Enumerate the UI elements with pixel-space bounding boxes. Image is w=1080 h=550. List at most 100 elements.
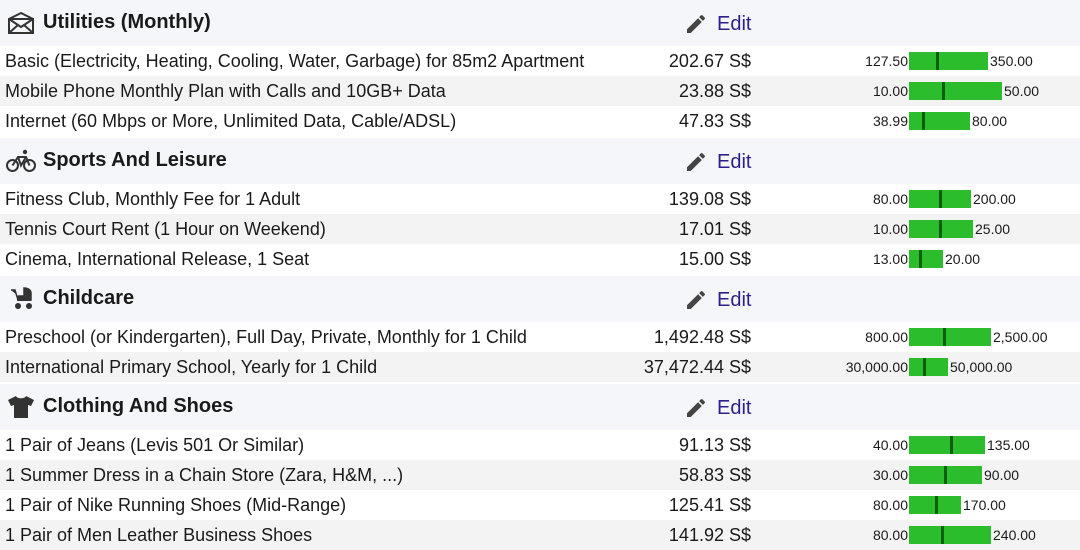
item-name: 1 Pair of Nike Running Shoes (Mid-Range)	[5, 495, 347, 515]
range-high: 135.00	[987, 437, 1030, 453]
item-price: 1,492.48 S$	[653, 327, 751, 347]
range-low: 13.00	[872, 251, 908, 267]
item-name: Cinema, International Release, 1 Seat	[5, 249, 310, 269]
range-high: 2,500.00	[993, 329, 1048, 345]
edit-link[interactable]: Edit	[684, 286, 751, 314]
pencil-icon	[687, 14, 706, 34]
range-low: 80.00	[872, 191, 908, 207]
item-price: 15.00 S$	[678, 249, 751, 269]
range-bar	[909, 328, 991, 346]
category-header-clothing: Clothing And Shoes Edit	[0, 384, 1080, 430]
price-range: 30,000.00 50,000.00	[0, 352, 1080, 382]
table-row: 1 Summer Dress in a Chain Store (Zara, H…	[0, 460, 1080, 490]
range-high: 50,000.00	[950, 359, 1013, 375]
range-high: 50.00	[1004, 83, 1040, 99]
item-price: 141.92 S$	[668, 525, 751, 545]
item-price: 23.88 S$	[678, 81, 751, 101]
range-bar	[909, 220, 973, 238]
item-price: 125.41 S$	[668, 495, 751, 515]
range-bar	[909, 250, 943, 268]
item-name: Preschool (or Kindergarten), Full Day, P…	[5, 327, 527, 347]
category-items: Preschool (or Kindergarten), Full Day, P…	[0, 322, 1080, 382]
range-bar	[909, 112, 970, 130]
table-row: Tennis Court Rent (1 Hour on Weekend) 17.…	[0, 214, 1080, 244]
item-price: 47.83 S$	[678, 111, 751, 131]
table-row: Internet (60 Mbps or More, Unlimited Dat…	[0, 106, 1080, 136]
table-row: Cinema, International Release, 1 Seat 15.…	[0, 244, 1080, 274]
item-price: 91.13 S$	[678, 435, 751, 455]
price-range: 10.00 50.00	[0, 76, 1080, 106]
range-marker	[939, 220, 942, 238]
category-title: Utilities (Monthly)	[43, 11, 211, 33]
price-range: 38.99 80.00	[0, 106, 1080, 136]
price-range: 80.00 240.00	[0, 520, 1080, 550]
category-header-sports: Sports And Leisure Edit	[0, 138, 1080, 184]
bicycle-icon	[6, 148, 36, 174]
item-name: 1 Pair of Jeans (Levis 501 Or Similar)	[5, 435, 305, 455]
item-name: 1 Summer Dress in a Chain Store (Zara, H…	[5, 465, 404, 485]
range-high: 240.00	[993, 527, 1036, 543]
category-header-childcare: Childcare Edit	[0, 276, 1080, 322]
envelope-icon	[6, 10, 36, 36]
range-bar	[909, 436, 985, 454]
price-range: 30.00 90.00	[0, 460, 1080, 490]
table-row: 1 Pair of Men Leather Business Shoes 141.…	[0, 520, 1080, 550]
range-high: 170.00	[963, 497, 1006, 513]
category-items: 1 Pair of Jeans (Levis 501 Or Similar) 91…	[0, 430, 1080, 550]
range-low: 38.99	[872, 113, 908, 129]
edit-link[interactable]: Edit	[684, 10, 751, 38]
edit-label: Edit	[717, 288, 752, 311]
item-name: Fitness Club, Monthly Fee for 1 Adult	[5, 189, 301, 209]
range-low: 80.00	[872, 497, 908, 513]
edit-link[interactable]: Edit	[684, 148, 751, 176]
pencil-icon	[687, 398, 706, 417]
edit-label: Edit	[717, 150, 752, 173]
range-high: 25.00	[975, 221, 1011, 237]
range-marker	[939, 190, 942, 208]
range-bar	[909, 526, 991, 544]
range-marker	[936, 52, 939, 70]
stroller-icon	[6, 286, 36, 312]
range-high: 350.00	[990, 53, 1033, 69]
edit-label: Edit	[717, 396, 752, 419]
range-marker	[950, 436, 953, 454]
table-row: 1 Pair of Jeans (Levis 501 Or Similar) 91…	[0, 430, 1080, 460]
price-range: 800.00 2,500.00	[0, 322, 1080, 352]
range-low: 40.00	[872, 437, 908, 453]
category-items: Basic (Electricity, Heating, Cooling, Wa…	[0, 46, 1080, 136]
range-marker	[923, 358, 926, 376]
category-title: Childcare	[43, 287, 135, 309]
range-low: 10.00	[872, 83, 908, 99]
item-price: 17.01 S$	[678, 219, 751, 239]
category-header-utilities: Utilities (Monthly) Edit	[0, 0, 1080, 46]
range-low: 127.50	[865, 53, 908, 69]
pencil-icon	[687, 152, 706, 171]
range-marker	[919, 250, 922, 268]
range-marker	[944, 466, 947, 484]
edit-label: Edit	[717, 12, 752, 35]
range-marker	[943, 328, 946, 346]
range-marker	[941, 526, 944, 544]
range-bar	[909, 466, 982, 484]
item-name: International Primary School, Yearly for…	[5, 357, 378, 377]
item-name: Mobile Phone Monthly Plan with Calls and…	[5, 81, 446, 101]
range-low: 30.00	[872, 467, 908, 483]
category-title: Sports And Leisure	[43, 149, 227, 171]
edit-link[interactable]: Edit	[684, 394, 751, 422]
table-row: Fitness Club, Monthly Fee for 1 Adult 139…	[0, 184, 1080, 214]
price-range: 80.00 170.00	[0, 490, 1080, 520]
category-items: Fitness Club, Monthly Fee for 1 Adult 139…	[0, 184, 1080, 274]
range-low: 10.00	[872, 221, 908, 237]
item-name: Tennis Court Rent (1 Hour on Weekend)	[5, 219, 326, 239]
price-range: 13.00 20.00	[0, 244, 1080, 274]
price-range: 40.00 135.00	[0, 430, 1080, 460]
table-row: Preschool (or Kindergarten), Full Day, P…	[0, 322, 1080, 352]
price-range: 127.50 350.00	[0, 46, 1080, 76]
range-bar	[909, 190, 971, 208]
range-low: 800.00	[865, 329, 908, 345]
range-high: 80.00	[972, 113, 1008, 129]
range-low: 30,000.00	[845, 359, 908, 375]
table-row: 1 Pair of Nike Running Shoes (Mid-Range)…	[0, 490, 1080, 520]
range-low: 80.00	[872, 527, 908, 543]
item-name: Internet (60 Mbps or More, Unlimited Dat…	[5, 111, 457, 131]
